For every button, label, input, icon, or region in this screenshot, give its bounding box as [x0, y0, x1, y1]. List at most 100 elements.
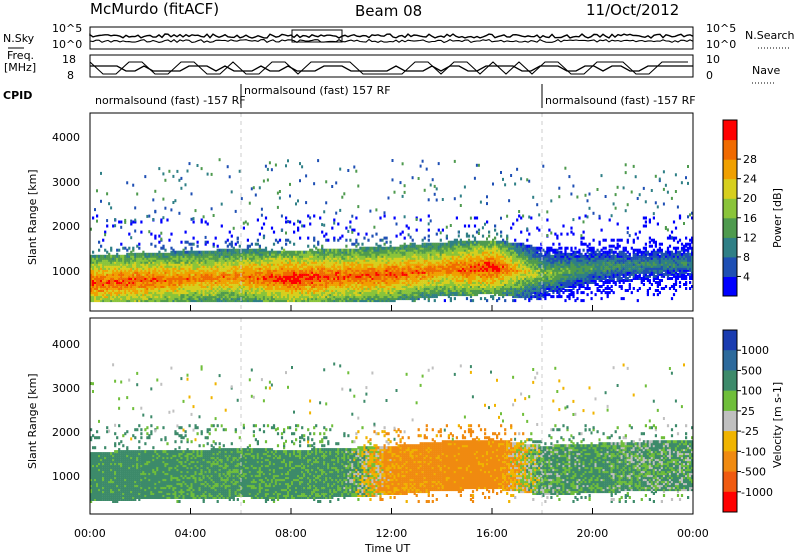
power-cell — [347, 249, 349, 252]
power-cell — [148, 230, 150, 233]
power-cell — [249, 202, 251, 205]
power-cell — [329, 249, 331, 252]
power-cell — [353, 243, 355, 246]
power-cell — [363, 237, 365, 240]
power-cell — [285, 232, 287, 235]
power-cell — [245, 249, 247, 252]
power-cell — [327, 239, 329, 242]
power-cell — [98, 241, 100, 244]
power-cell — [293, 231, 295, 234]
power-cell — [120, 243, 122, 246]
power-cell — [365, 233, 367, 236]
power-cell — [201, 219, 203, 222]
power-cell — [257, 249, 259, 252]
power-cell — [176, 170, 178, 173]
power-cell — [309, 223, 311, 226]
power-cell — [136, 245, 138, 248]
power-cell — [211, 251, 213, 254]
power-cell — [339, 209, 341, 212]
power-cell — [138, 247, 140, 250]
power-cell — [100, 255, 102, 258]
power-cell — [134, 219, 136, 222]
power-cell — [132, 221, 134, 224]
power-cell — [253, 186, 255, 189]
power-cell — [136, 253, 138, 256]
power-cell — [112, 255, 114, 258]
power-heatmap — [90, 158, 693, 302]
power-cell — [424, 243, 426, 246]
power-cell — [420, 245, 422, 248]
power-cell — [325, 249, 327, 252]
power-cell — [289, 241, 291, 244]
power-cell — [309, 249, 311, 252]
power-cell — [428, 222, 430, 225]
power-cell — [120, 221, 122, 224]
cpid-label: CPID — [3, 89, 32, 102]
power-cell — [285, 243, 287, 246]
power-cell — [122, 247, 124, 250]
power-cell — [114, 218, 116, 221]
power-cell — [110, 206, 112, 209]
power-cell — [307, 215, 309, 218]
power-cell — [94, 255, 96, 258]
power-cell — [231, 241, 233, 244]
power-cell — [291, 251, 293, 254]
power-cell — [229, 231, 231, 234]
power-cell — [146, 253, 148, 256]
power-cell — [440, 231, 442, 234]
noise-left-tick-bottom: 10^0 — [52, 38, 82, 51]
power-cell — [243, 227, 245, 230]
power-cell — [207, 173, 209, 176]
power-cell — [166, 253, 168, 256]
power-cell — [416, 218, 418, 221]
power-cell — [251, 187, 253, 190]
power-cell — [211, 173, 213, 176]
power-cell — [96, 255, 98, 258]
power-cell — [333, 249, 335, 252]
power-cell — [353, 166, 355, 169]
power-cell — [263, 236, 265, 239]
power-cell — [440, 239, 442, 242]
power-cell — [408, 233, 410, 236]
power-cell — [191, 243, 193, 246]
power-cell — [285, 221, 287, 224]
power-cell — [98, 249, 100, 252]
power-cell — [283, 249, 285, 252]
power-cell — [205, 236, 207, 239]
power-cell — [404, 215, 406, 218]
power-cell — [313, 251, 315, 254]
power-cell — [239, 170, 241, 173]
power-cell — [225, 249, 227, 252]
power-cell — [285, 251, 287, 254]
power-cell — [235, 243, 237, 246]
power-cell — [394, 247, 396, 250]
power-cell — [110, 255, 112, 258]
power-cell — [189, 251, 191, 254]
power-cell — [92, 255, 94, 258]
power-cell — [193, 217, 195, 220]
power-cell — [299, 251, 301, 254]
power-cell — [428, 243, 430, 246]
power-cell — [353, 229, 355, 232]
power-cell — [301, 224, 303, 227]
power-cell — [327, 249, 329, 252]
power-cell — [213, 214, 215, 217]
power-cell — [392, 159, 394, 162]
power-cell — [345, 245, 347, 248]
power-cell — [396, 223, 398, 226]
power-cell — [150, 233, 152, 236]
power-cell — [172, 175, 174, 178]
power-cell — [424, 237, 426, 240]
freq-unit-label: [MHz] — [4, 61, 36, 74]
power-cell — [187, 251, 189, 254]
power-cell — [185, 247, 187, 250]
power-cell — [98, 255, 100, 258]
power-cell — [94, 208, 96, 211]
power-cell — [317, 159, 319, 162]
power-cell — [384, 211, 386, 214]
power-cell — [164, 207, 166, 210]
power-cell — [384, 243, 386, 246]
power-cell — [400, 233, 402, 236]
power-cell — [261, 214, 263, 217]
power-cell — [404, 237, 406, 240]
